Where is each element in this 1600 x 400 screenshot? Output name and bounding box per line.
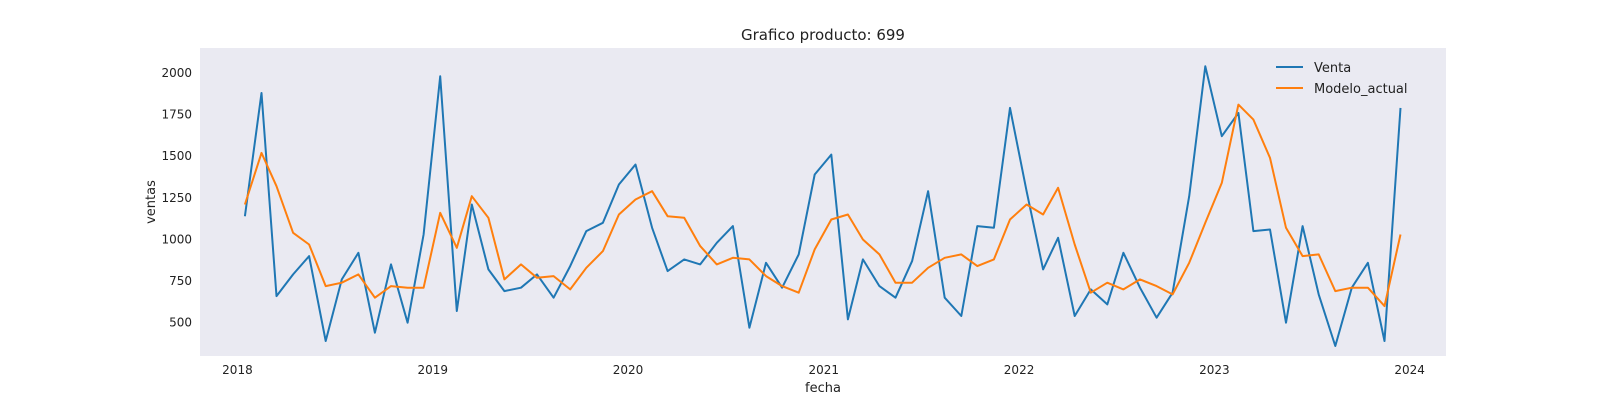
y-tick-label: 1000 xyxy=(161,232,192,246)
y-axis-label: ventas xyxy=(144,180,159,224)
x-axis-label: fecha xyxy=(805,381,841,396)
y-axis-ticks: 500 750 1000 1250 1500 1750 2000 xyxy=(161,66,192,330)
x-tick-label: 2018 xyxy=(222,363,253,377)
y-tick-label: 750 xyxy=(169,274,192,288)
series-line-venta xyxy=(243,65,1402,347)
x-tick-label: 2022 xyxy=(1004,363,1035,377)
y-tick-label: 2000 xyxy=(161,66,192,80)
x-tick-label: 2024 xyxy=(1394,363,1425,377)
y-tick-label: 500 xyxy=(169,316,192,330)
x-tick-label: 2021 xyxy=(809,363,840,377)
y-tick-label: 1750 xyxy=(161,108,192,122)
y-tick-label: 1250 xyxy=(161,191,192,205)
plot-area xyxy=(200,48,1446,356)
legend-label: Venta xyxy=(1314,61,1351,76)
x-tick-label: 2019 xyxy=(417,363,448,377)
legend: Venta Modelo_actual xyxy=(1276,61,1408,97)
chart-title: Grafico producto: 699 xyxy=(741,26,905,44)
legend-label: Modelo_actual xyxy=(1314,82,1408,97)
y-tick-label: 1500 xyxy=(161,149,192,163)
x-tick-label: 2023 xyxy=(1199,363,1230,377)
x-axis-ticks: 2018 2019 2020 2021 2022 2023 2024 xyxy=(222,363,1425,377)
series-line-modelo-actual xyxy=(243,103,1402,308)
series-lines xyxy=(243,65,1402,347)
x-tick-label: 2020 xyxy=(613,363,644,377)
